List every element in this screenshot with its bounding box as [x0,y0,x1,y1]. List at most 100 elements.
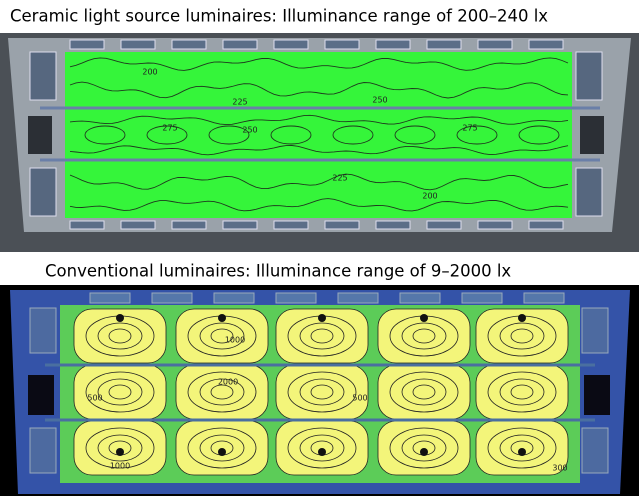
window [89,292,131,304]
contour-line [146,125,188,145]
luminaire [518,448,526,456]
top-render [0,33,639,252]
window [171,220,207,230]
contour-line [310,328,334,344]
window [324,39,360,50]
contour-label: 500 [87,394,102,403]
bright-zone [475,308,569,364]
window [375,39,411,50]
bright-zone [377,364,471,420]
window [275,292,317,304]
contour-line [389,427,459,469]
window [324,220,360,230]
window [528,220,564,230]
contour-label: 225 [232,98,247,107]
contour-line [510,384,534,400]
contour-line [84,125,126,145]
luminaire [116,314,124,322]
contour-line [69,57,569,71]
contour-label: 1000 [110,462,130,471]
window [523,292,565,304]
contour-label: 2000 [218,378,238,387]
window [213,292,255,304]
door [28,375,54,415]
contour-line [487,371,557,413]
window [426,220,462,230]
door [580,116,604,154]
contour-line [499,378,545,406]
contour-label: 250 [372,96,387,105]
contour-label: 275 [462,124,477,133]
contour-line [310,384,334,400]
contour-label: 200 [142,68,157,77]
bright-zone [175,308,269,364]
luminaire [218,314,226,322]
contour-line [412,328,436,344]
contour-line [394,125,436,145]
contour-line [187,427,257,469]
contour-line [199,322,245,350]
window [337,292,379,304]
window [477,220,513,230]
contour-line [210,328,234,344]
bottom-caption: Conventional luminaires: Illuminance ran… [45,262,511,281]
bright-zone [73,364,167,420]
bright-zone [377,308,471,364]
door [584,375,610,415]
contour-line [487,427,557,469]
window [426,39,462,50]
window [581,427,609,474]
window [120,39,156,50]
contour-label: 1000 [225,336,245,345]
contour-label: 500 [352,394,367,403]
top-floor [65,52,572,218]
contour-label: 275 [162,124,177,133]
window [222,39,258,50]
contour-line [85,427,155,469]
contour-line [85,371,155,413]
window [575,51,603,101]
window [29,307,57,354]
contour-label: 250 [242,126,257,135]
contour-line [332,125,374,145]
window [477,39,513,50]
luminaire [420,448,428,456]
contour-line [108,328,132,344]
window [151,292,193,304]
contour-line [210,384,234,400]
contour-line [199,378,245,406]
window [171,39,207,50]
contour-line [97,322,143,350]
window [528,39,564,50]
contour-line [199,434,245,462]
contour-line [69,114,569,126]
contour-label: 225 [332,174,347,183]
top-caption: Ceramic light source luminaires: Illumin… [10,7,548,26]
window [399,292,441,304]
luminaire [116,448,124,456]
contour-line [69,173,569,191]
window [29,167,57,217]
contour-label: 300 [552,464,567,473]
contour-line [270,125,312,145]
window [120,220,156,230]
window [222,220,258,230]
bright-zone [475,364,569,420]
contour-line [499,434,545,462]
window [69,39,105,50]
window [375,220,411,230]
contour-line [499,322,545,350]
contour-line [401,434,447,462]
window [29,427,57,474]
contour-line [97,378,143,406]
contour-line [187,371,257,413]
contour-line [287,427,357,469]
window [273,220,309,230]
bright-zone [275,308,369,364]
window [461,292,503,304]
contour-line [208,125,250,145]
window [69,220,105,230]
luminaire [218,448,226,456]
